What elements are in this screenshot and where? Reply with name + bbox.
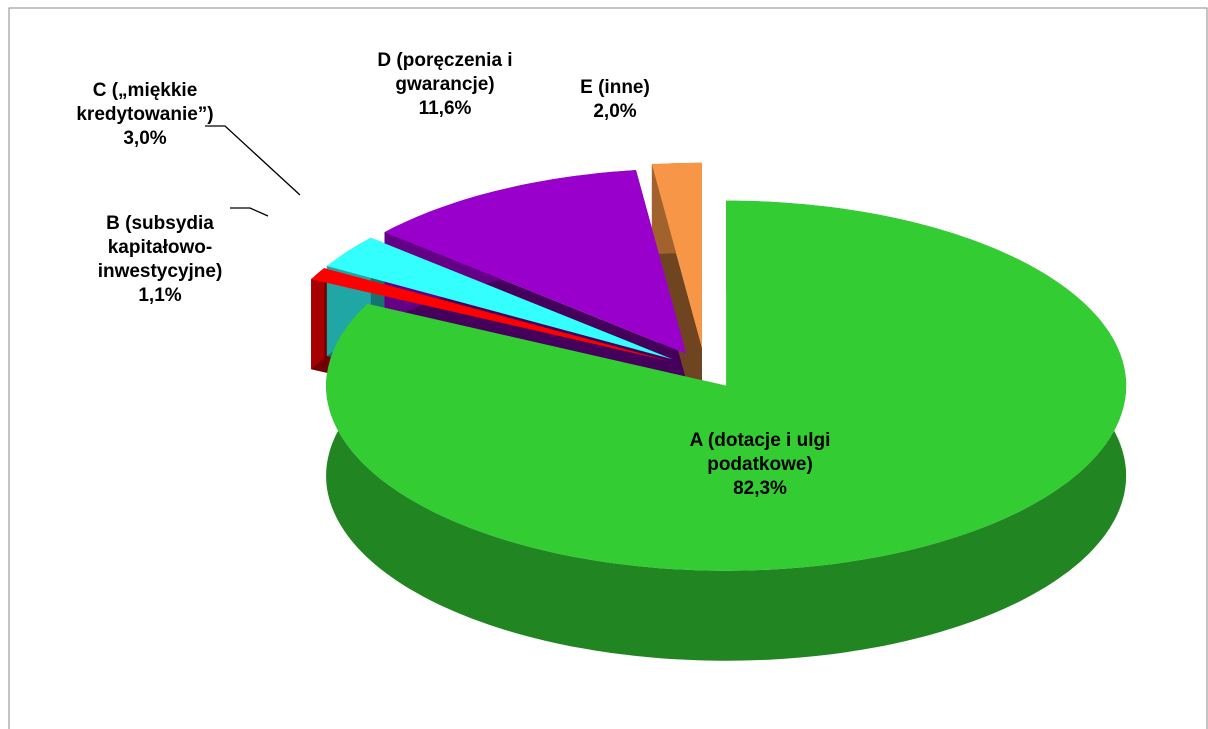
slice — [311, 268, 670, 362]
slice-tops — [311, 162, 1127, 571]
value-label: 3,0% — [123, 128, 167, 149]
slice — [326, 200, 1127, 571]
category-label: A (dotacje i ulgi podatkowe) — [689, 430, 831, 475]
slice — [326, 237, 673, 360]
data-label: D (poręczenia i gwarancje) 11,6% — [350, 49, 540, 121]
slice — [651, 162, 702, 348]
category-label: E (inne) — [580, 77, 650, 98]
data-label: A (dotacje i ulgi podatkowe) 82,3% — [655, 429, 865, 501]
chart-border — [8, 7, 1208, 729]
leader-line — [205, 125, 301, 196]
value-label: 2,0% — [593, 101, 637, 122]
value-label: 11,6% — [418, 98, 472, 119]
category-label: B (subsydia kapitałowo-inwestycyjne) — [97, 213, 223, 282]
category-label: D (poręczenia i gwarancje) — [377, 50, 513, 95]
slice — [384, 170, 687, 354]
leader-line — [230, 207, 269, 217]
value-label: 1,1% — [138, 285, 182, 306]
data-label: E (inne) 2,0% — [555, 76, 675, 124]
category-label: C („miękkie kredytowanie”) — [76, 80, 214, 125]
slice-side — [311, 268, 325, 370]
value-label: 82,3% — [733, 478, 787, 499]
data-label: B (subsydia kapitałowo-inwestycyjne) 1,1% — [65, 212, 255, 308]
data-label: C („miękkie kredytowanie”) 3,0% — [45, 79, 245, 151]
